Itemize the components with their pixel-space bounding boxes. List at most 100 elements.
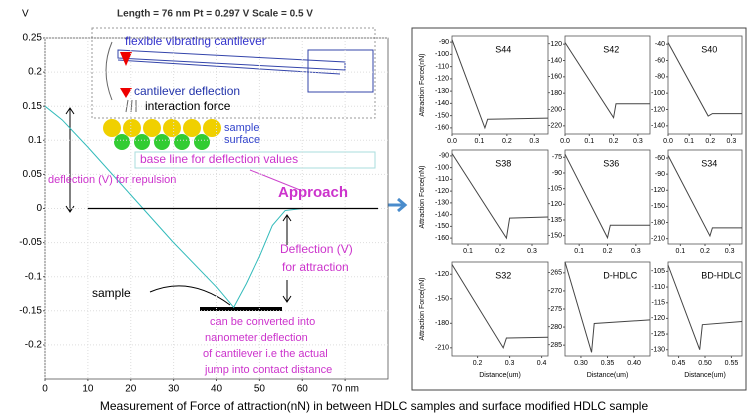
y-tick-label: -120 xyxy=(651,106,665,113)
figure: V Length = 76 nm Pt = 0.297 V Scale = 0.… xyxy=(0,0,748,414)
y-tick-label: -130 xyxy=(651,347,665,354)
x-tick-label: 60 xyxy=(297,384,309,395)
y-tick-label: 0.1 xyxy=(28,135,42,146)
y-axis-label: Attraction Force(nN) xyxy=(419,53,426,116)
x-tick-label: 0.3 xyxy=(529,138,539,145)
x-tick-label: 0.2 xyxy=(609,138,619,145)
x-tick-label: 0.0 xyxy=(663,138,673,145)
annotation: deflection (V) for repulsion xyxy=(48,174,176,186)
annotation: sample xyxy=(92,286,131,300)
y-tick-label: -150 xyxy=(435,112,449,119)
y-tick-label: -100 xyxy=(435,51,449,58)
panel-label: D-HDLC xyxy=(603,270,638,280)
annotation: interaction force xyxy=(145,99,231,113)
y-tick-label: -0.05 xyxy=(19,237,42,248)
y-tick-label: -80 xyxy=(655,74,665,81)
panel-label: S42 xyxy=(603,44,619,54)
y-tick-label: -285 xyxy=(548,342,562,349)
x-tick-label: 0.3 xyxy=(631,248,641,255)
y-axis-label: V xyxy=(22,9,29,20)
panel-label: S32 xyxy=(495,270,511,280)
y-tick-label: -270 xyxy=(548,288,562,295)
annotation: jump into contact distance xyxy=(204,364,332,376)
annotation: for attraction xyxy=(282,260,349,274)
x-tick-label: 0.3 xyxy=(505,360,515,367)
annotation: can be converted into xyxy=(210,316,315,328)
y-tick-label: -160 xyxy=(435,235,449,242)
y-tick-label: -210 xyxy=(435,345,449,352)
y-tick-label: -120 xyxy=(435,188,449,195)
y-tick-label: -90 xyxy=(655,171,665,178)
y-tick-label: -135 xyxy=(548,217,562,224)
y-tick-label: -110 xyxy=(436,63,450,70)
y-tick-label: -120 xyxy=(651,315,665,322)
y-tick-label: -280 xyxy=(548,324,562,331)
y-tick-label: -200 xyxy=(548,106,562,113)
x-tick-label: 50 xyxy=(254,384,266,395)
annotation: sample xyxy=(224,122,259,134)
panel-label: S36 xyxy=(603,158,619,168)
x-tick-label: 0.45 xyxy=(672,360,686,367)
x-tick-label: 0.2 xyxy=(603,248,613,255)
background xyxy=(0,0,748,414)
y-tick-label: -105 xyxy=(548,185,562,192)
y-tick-label: -150 xyxy=(651,203,665,210)
y-tick-label: -100 xyxy=(435,164,449,171)
panel-label: S34 xyxy=(701,158,717,168)
annotation: flexible vibrating cantilever xyxy=(125,34,266,48)
annotation: Approach xyxy=(278,184,348,201)
panel-label: S38 xyxy=(495,158,511,168)
x-tick-label: 0.1 xyxy=(463,248,473,255)
y-tick-label: -90 xyxy=(439,153,449,160)
y-tick-label: -140 xyxy=(548,57,562,64)
y-tick-label: -130 xyxy=(435,88,449,95)
y-tick-label: -60 xyxy=(655,155,665,162)
y-tick-label: -120 xyxy=(435,76,449,83)
y-tick-label: -160 xyxy=(548,74,562,81)
x-tick-label: 0.1 xyxy=(675,248,685,255)
y-tick-label: -150 xyxy=(435,223,449,230)
y-tick-label: -0.1 xyxy=(25,271,43,282)
x-tick-label: 40 xyxy=(211,384,223,395)
y-tick-label: 0 xyxy=(36,203,42,214)
x-tick-label: 0.2 xyxy=(705,138,715,145)
x-tick-label: 0.55 xyxy=(725,360,739,367)
annotation: base line for deflection values xyxy=(140,152,298,166)
y-tick-label: -150 xyxy=(435,296,449,303)
y-tick-label: -100 xyxy=(651,90,665,97)
x-tick-label: 10 xyxy=(82,384,94,395)
x-tick-label: 0 xyxy=(42,384,48,395)
y-tick-label: -140 xyxy=(435,211,449,218)
y-tick-label: -265 xyxy=(548,270,562,277)
x-tick-label: 0.0 xyxy=(447,138,457,145)
y-tick-label: -125 xyxy=(651,331,665,338)
y-tick-label: -130 xyxy=(435,200,449,207)
panel-label: S44 xyxy=(495,44,511,54)
x-tick-label: 0.2 xyxy=(473,360,483,367)
y-tick-label: -180 xyxy=(548,90,562,97)
x-tick-label: 0.3 xyxy=(633,138,643,145)
y-tick-label: -110 xyxy=(436,176,450,183)
x-tick-label: 0.0 xyxy=(560,138,570,145)
x-tick-label: 0.30 xyxy=(574,360,588,367)
header: Length = 76 nm Pt = 0.297 V Scale = 0.5 … xyxy=(117,9,313,20)
y-tick-label: -105 xyxy=(651,268,665,275)
x-tick-label: 70 nm xyxy=(331,384,359,395)
y-tick-label: -180 xyxy=(651,219,665,226)
y-tick-label: -115 xyxy=(652,300,666,307)
x-axis-label: Distance(um) xyxy=(684,372,726,379)
annotation: of cantilever i.e the actual xyxy=(203,348,328,360)
x-tick-label: 0.1 xyxy=(584,138,594,145)
x-tick-label: 0.3 xyxy=(725,248,735,255)
panel-label: S40 xyxy=(701,44,717,54)
y-tick-label: -140 xyxy=(651,123,665,130)
x-tick-label: 0.1 xyxy=(475,138,485,145)
x-tick-label: 0.35 xyxy=(601,360,615,367)
y-tick-label: -90 xyxy=(439,39,449,46)
y-tick-label: -90 xyxy=(552,170,562,177)
y-tick-label: -0.2 xyxy=(25,340,43,351)
x-tick-label: 0.3 xyxy=(727,138,737,145)
y-tick-label: -120 xyxy=(651,187,665,194)
annotation: surface xyxy=(224,134,260,146)
y-tick-label: 0.25 xyxy=(23,33,43,44)
